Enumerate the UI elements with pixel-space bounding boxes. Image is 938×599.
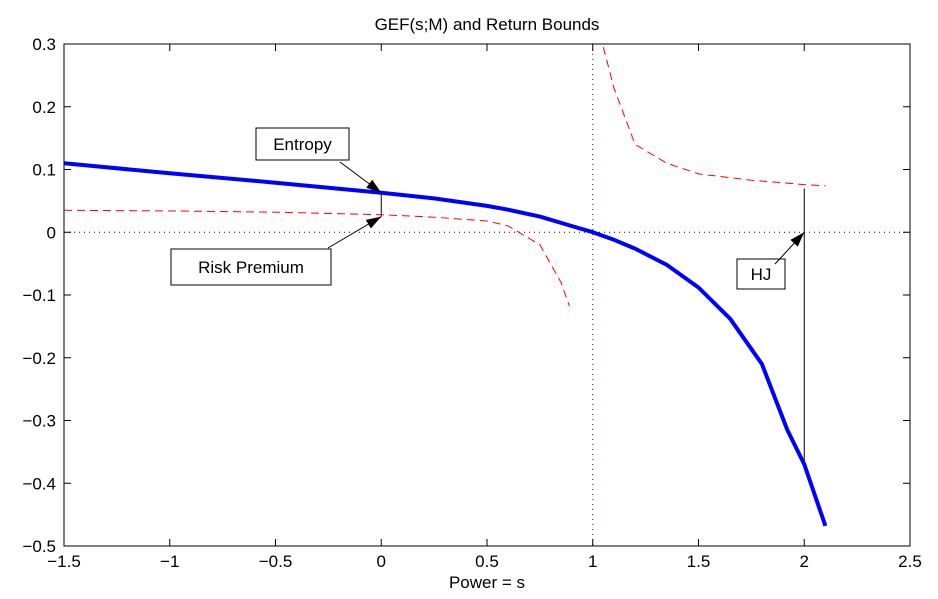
x-tick-label: −1.5 [47, 552, 81, 571]
series-layer [64, 46, 828, 527]
annotation-entropy: Entropy [255, 127, 382, 194]
x-tick-label: 0.5 [475, 552, 499, 571]
annotation-label: HJ [751, 265, 772, 284]
x-tick-label: 0 [377, 552, 386, 571]
reference-lines [64, 44, 910, 546]
annotation-box [736, 258, 786, 290]
plot-area [64, 44, 910, 546]
series-line-2 [602, 46, 826, 187]
annotation-label: Entropy [273, 135, 332, 154]
annotation-arrow-head-icon [366, 179, 382, 193]
x-tick-label: 2 [800, 552, 809, 571]
y-tick-label: 0.1 [32, 161, 56, 180]
y-tick-label: −0.3 [22, 412, 56, 431]
y-tick-label: −0.2 [22, 349, 56, 368]
y-tick-label: 0.3 [32, 35, 56, 54]
annotations: Entropy Risk Premium HJ [170, 127, 805, 290]
annotation-box [170, 248, 332, 286]
x-tick-label: −0.5 [259, 552, 293, 571]
x-axis-label: Power = s [449, 573, 525, 592]
annotation-label: Risk Premium [198, 258, 304, 277]
chart-title: GEF(s;M) and Return Bounds [375, 15, 600, 34]
x-tick-label: 2.5 [898, 552, 922, 571]
x-tick-label: 1 [588, 552, 597, 571]
annotation-arrow-head-icon [365, 216, 382, 229]
y-tick-label: 0.2 [32, 98, 56, 117]
series-line-0 [64, 161, 828, 527]
axis-ticks: −1.5 −1 −0.5 0 0.5 1 1.5 2 2.5 0.3 0.2 0.1 0 −0.1 −0.2… [22, 35, 921, 571]
y-tick-label: −0.4 [22, 474, 56, 493]
annotation-arrow-head-icon [790, 232, 805, 247]
annotation-box [255, 127, 350, 161]
bound-segments [380, 188, 805, 465]
y-tick-label: −0.1 [22, 286, 56, 305]
annotation-hj: HJ [736, 231, 805, 290]
x-tick-label: −1 [160, 552, 179, 571]
annotation-risk-premium: Risk Premium [170, 216, 382, 286]
y-tick-label: −0.5 [22, 537, 56, 556]
x-tick-label: 1.5 [687, 552, 711, 571]
plot-frame [63, 43, 911, 547]
series-line-1 [64, 209, 570, 307]
y-tick-label: 0 [47, 223, 56, 242]
